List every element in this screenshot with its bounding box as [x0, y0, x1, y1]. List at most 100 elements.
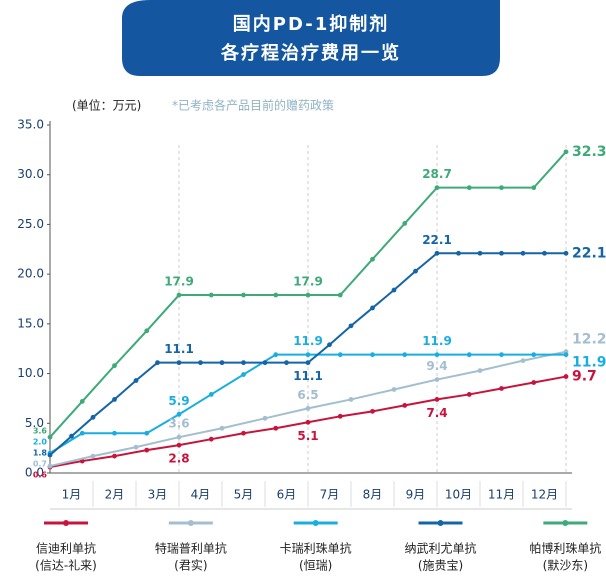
data-point [563, 374, 569, 379]
data-point [208, 436, 214, 442]
data-point [155, 360, 160, 366]
data-point [219, 360, 225, 366]
x-tick-label: 11月 [488, 488, 515, 502]
legend-label: 信迪利单抗 [36, 541, 96, 556]
data-point [47, 452, 53, 458]
data-label: 22.1 [422, 233, 452, 247]
data-point [305, 352, 311, 358]
data-point [305, 360, 311, 366]
data-point [112, 430, 117, 436]
y-tick-label: 35.0 [17, 118, 44, 132]
data-point [262, 415, 268, 421]
data-label: 11.9 [422, 334, 452, 348]
data-label: 3.6 [33, 427, 48, 436]
data-point [520, 250, 526, 256]
data-label: 5.1 [297, 429, 318, 443]
data-label: 11.9 [293, 334, 323, 348]
data-point [241, 292, 246, 298]
legend-dot [187, 520, 194, 526]
data-point [348, 397, 354, 402]
data-point [144, 447, 150, 453]
data-point [466, 352, 472, 358]
data-point [337, 413, 343, 419]
legend-label: 纳武利尤单抗 [405, 541, 477, 556]
legend-company: (施贵宝) [418, 559, 463, 573]
data-point [305, 292, 311, 298]
data-point [112, 363, 117, 369]
x-tick-label: 3月 [148, 488, 168, 502]
y-tick-label: 30.0 [17, 167, 44, 181]
x-tick-label: 12月 [531, 488, 558, 502]
data-point [79, 430, 85, 436]
data-point [477, 368, 483, 373]
data-point [133, 378, 139, 383]
data-label: 2.8 [168, 452, 189, 466]
data-point [327, 342, 332, 348]
data-point [413, 268, 418, 274]
data-point [305, 405, 311, 411]
legend-label: 卡瑞利珠单抗 [280, 541, 352, 556]
y-tick-label: 10.0 [17, 366, 44, 380]
data-label: 2.0 [33, 438, 48, 447]
legend-dot [312, 520, 319, 526]
data-point [208, 392, 214, 397]
data-point [563, 149, 569, 155]
data-point [531, 352, 537, 358]
data-point [144, 328, 150, 334]
y-tick-label: 25.0 [17, 217, 44, 231]
data-point [176, 411, 182, 417]
legend-company: (默沙东) [543, 558, 588, 573]
data-point [176, 434, 182, 440]
data-point [402, 402, 408, 408]
data-point [47, 463, 53, 469]
data-point [499, 250, 504, 256]
title-banner [122, 0, 500, 76]
data-point [47, 434, 53, 440]
data-point [176, 360, 182, 366]
data-point [370, 408, 375, 414]
data-label: 3.6 [168, 417, 189, 431]
legend-company: (恒瑞) [299, 559, 332, 573]
data-point [219, 425, 225, 431]
x-tick-label: 2月 [105, 488, 125, 502]
unit-label: (单位：万元) [72, 98, 141, 113]
x-tick-label: 1月 [62, 488, 82, 502]
data-point [273, 425, 279, 431]
data-point [273, 352, 279, 358]
y-tick-label: 0.0 [25, 466, 44, 480]
x-tick-label: 5月 [234, 488, 254, 502]
data-label: 9.4 [426, 359, 447, 373]
data-point [112, 397, 117, 402]
x-tick-label: 6月 [277, 488, 297, 502]
data-point [563, 250, 569, 256]
data-point [69, 433, 74, 439]
data-point [477, 250, 483, 256]
data-point [176, 442, 182, 448]
data-label: 11.1 [293, 369, 323, 383]
y-tick-label: 15.0 [17, 316, 44, 330]
y-tick-label: 20.0 [17, 267, 44, 281]
data-point [144, 430, 150, 436]
data-point [370, 305, 375, 311]
data-point [499, 352, 504, 358]
data-point [434, 352, 440, 358]
data-point [531, 380, 537, 385]
data-label: 9.7 [572, 369, 597, 385]
data-point [370, 256, 375, 262]
data-label: 17.9 [164, 275, 194, 289]
data-point [273, 292, 279, 298]
data-label: 11.9 [572, 355, 606, 371]
x-tick-label: 8月 [363, 488, 383, 502]
data-point [499, 185, 504, 191]
data-point [198, 360, 203, 366]
data-point [208, 292, 214, 298]
data-point [402, 221, 408, 226]
x-tick-label: 10月 [445, 488, 472, 502]
data-point [520, 358, 526, 364]
x-tick-label: 9月 [406, 488, 426, 502]
chart-title: 各疗程治疗费用一览 [220, 42, 401, 64]
data-point [348, 323, 354, 329]
data-point [79, 399, 85, 404]
data-point [112, 453, 117, 459]
